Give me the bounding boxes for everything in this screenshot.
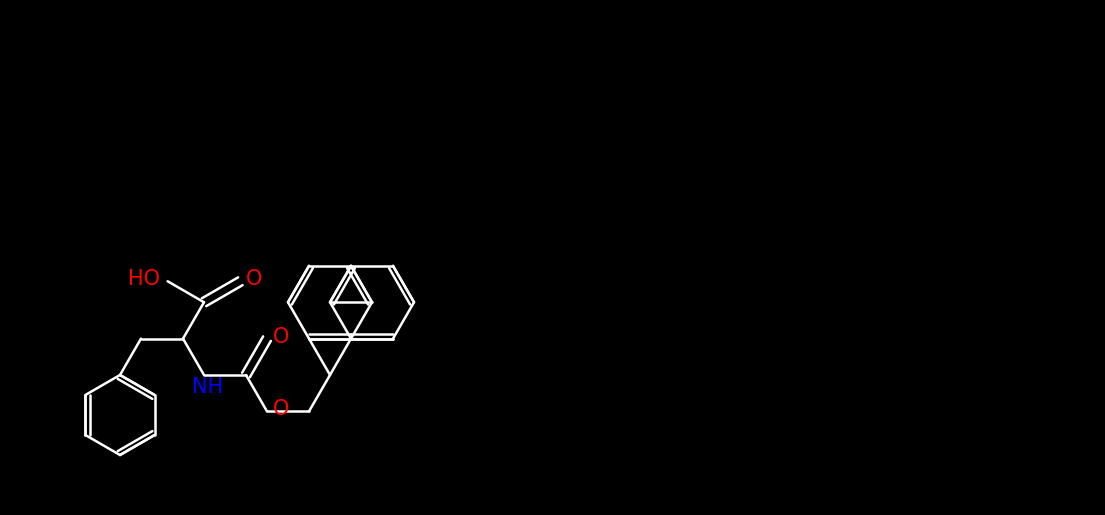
Text: NH: NH [192,377,223,397]
Text: O: O [246,269,263,289]
Text: HO: HO [127,269,159,289]
Text: O: O [273,399,290,419]
Text: O: O [273,327,290,347]
